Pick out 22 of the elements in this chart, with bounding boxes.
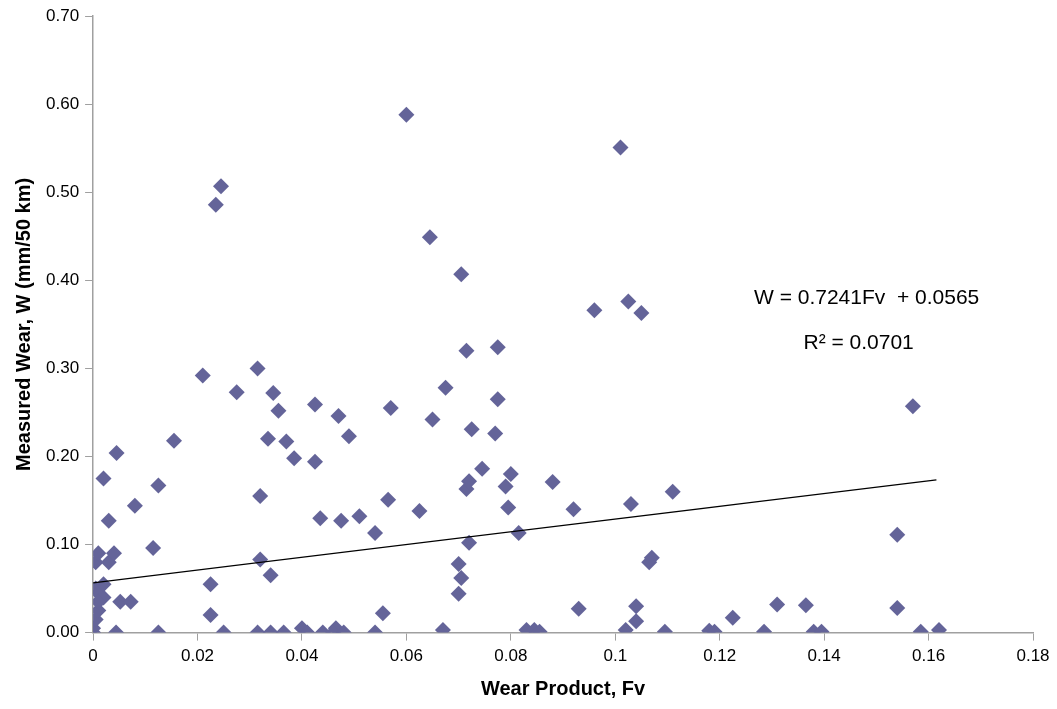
y-tick-label: 0.20 bbox=[45, 446, 80, 466]
y-tick-label: 0.30 bbox=[45, 358, 80, 378]
x-tick-label: 0.18 bbox=[1016, 646, 1050, 666]
x-tick-label: 0.12 bbox=[703, 646, 737, 666]
y-tick-label: 0.50 bbox=[45, 182, 80, 201]
annotation: R² = 0.0701 bbox=[803, 330, 914, 354]
x-tick-label: 0.06 bbox=[389, 646, 423, 666]
x-tick-label: 0 bbox=[88, 646, 98, 666]
y-tick-label: 0.40 bbox=[45, 270, 80, 290]
x-tick-label: 0.14 bbox=[807, 646, 841, 666]
y-tick-label: 0.10 bbox=[45, 534, 80, 554]
y-tick-label: 0.60 bbox=[45, 93, 80, 113]
x-tick-label: 0.08 bbox=[494, 646, 528, 666]
y-axis-title: Measured Wear, W (mm/50 km) bbox=[11, 177, 34, 471]
y-tick-label: 0.00 bbox=[45, 622, 80, 642]
x-tick-label: 0.02 bbox=[180, 646, 215, 666]
x-tick-label: 0.16 bbox=[912, 646, 946, 666]
y-tick-label: 0.70 bbox=[45, 5, 80, 25]
x-tick-label: 0.04 bbox=[285, 646, 319, 666]
annotation: W = 0.7241Fv + 0.0565 bbox=[753, 285, 980, 309]
x-axis-title: Wear Product, Fv bbox=[480, 676, 646, 699]
x-tick-label: 0.1 bbox=[603, 646, 628, 666]
